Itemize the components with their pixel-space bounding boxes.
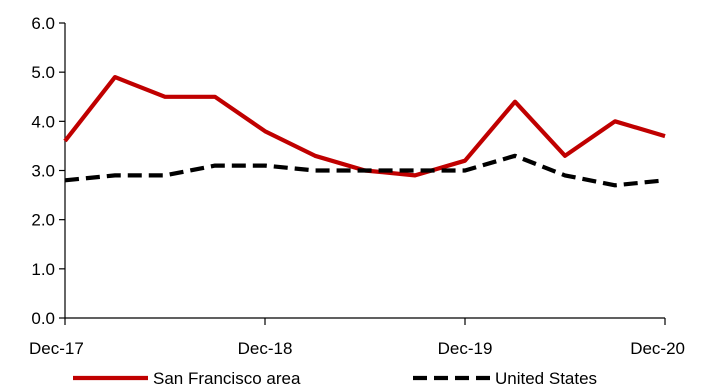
y-tick-label: 5.0: [31, 63, 55, 82]
y-tick-label: 3.0: [31, 162, 55, 181]
x-tick-labels: Dec-17 Dec-18 Dec-19 Dec-20: [29, 339, 685, 358]
legend-label: San Francisco area: [153, 369, 301, 388]
series-line-united-states: [64, 153, 666, 188]
y-tick-label: 4.0: [31, 112, 55, 131]
axes: [59, 22, 666, 325]
x-tick-label: Dec-19: [438, 339, 493, 358]
series-lines: [63, 74, 666, 188]
legend-label: United States: [495, 369, 597, 388]
x-tick-label: Dec-20: [630, 339, 685, 358]
y-tick-labels: 0.0 1.0 2.0 3.0 4.0 5.0 6.0: [31, 14, 55, 328]
y-tick-label: 0.0: [31, 309, 55, 328]
y-tick-label: 2.0: [31, 211, 55, 230]
series-line-san-francisco-area: [63, 74, 666, 178]
legend: San Francisco area United States: [73, 369, 597, 388]
y-tick-label: 6.0: [31, 14, 55, 33]
y-tick-label: 1.0: [31, 260, 55, 279]
x-tick-label: Dec-18: [238, 339, 293, 358]
x-tick-label: Dec-17: [29, 339, 84, 358]
